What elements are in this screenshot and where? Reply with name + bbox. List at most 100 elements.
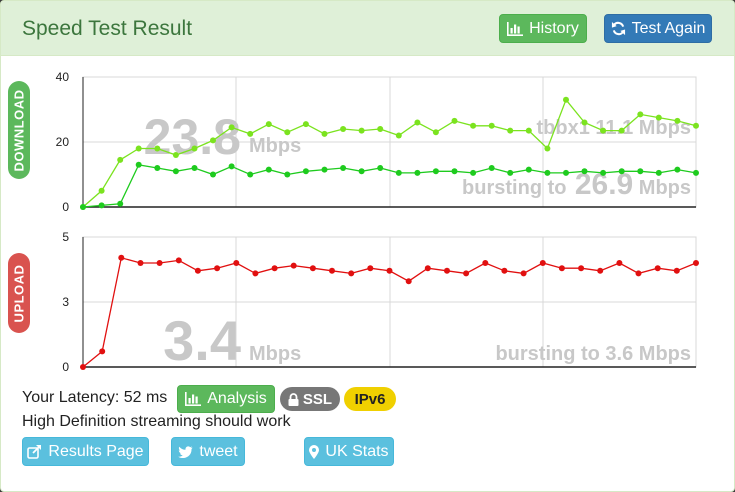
download-series-0-point [488,122,495,129]
download-series-1-point [581,168,588,175]
upload-ytick-bottom: 0 [62,360,69,374]
streaming-text: High Definition streaming should work [22,413,291,430]
history-button[interactable]: History [499,14,587,43]
upload-series-0-point [271,265,278,272]
download-series-0-point [507,127,514,134]
refresh-icon [611,21,625,36]
download-series-1-point [470,169,477,176]
download-series-1-point [284,171,291,178]
latency-text: Your Latency: 52 ms [22,389,168,406]
download-series-0-point [581,119,588,126]
upload-series-0-point [635,270,642,277]
results-page-label: Results Page [48,442,144,460]
download-series-0-point [98,187,105,194]
upload-series-0-point [501,267,508,274]
download-series-1-point [395,169,402,176]
upload-label: UPLOAD [8,253,30,333]
history-label: History [529,19,579,37]
results-page-button[interactable]: Results Page [22,437,149,466]
upload-series-0-point [463,270,470,277]
test-again-button[interactable]: Test Again [604,14,712,43]
ipv6-label: IPv6 [354,390,386,408]
download-series-1-point [135,161,142,168]
upload-series-0-point [137,260,144,266]
lock-icon [288,392,299,406]
download-series-0-point [228,124,235,131]
analysis-label: Analysis [207,390,267,407]
download-series-1-point [98,202,105,209]
download-series-0-point [544,145,551,152]
upload-bursting-text: bursting to 3.6 Mbps [495,343,691,365]
twitter-icon [178,445,193,458]
upload-series-0-point [673,267,680,274]
download-series-0-point [117,156,124,163]
download-series-1-line [82,164,697,208]
download-series-0-point [210,137,216,144]
speed-chart: 40 20 0 23.8 Mbps tbbx1 11.1 Mbps bursti… [56,70,699,374]
download-series-0-point [340,126,347,132]
download-series-1-point [655,169,662,176]
download-series-0-point [135,145,142,152]
upload-series-0-point [539,260,546,266]
download-series-0-point [154,145,161,152]
ssl-badge: SSL [280,387,340,411]
download-series-1-point [432,168,439,175]
upload-series-0-point [348,270,355,277]
download-series-1-point [80,204,86,210]
upload-series-0-point [156,260,163,266]
upload-chart-grid [82,236,697,368]
download-series-0-point [525,127,532,134]
download-series-1-point [210,171,216,178]
tweet-button[interactable]: tweet [171,437,245,466]
download-chart-grid [82,76,697,208]
download-series-1-point [340,165,347,171]
upload-series-0-point [424,265,431,272]
download-series-1-point [563,169,569,176]
download-series-1-point [321,166,328,173]
download-series-1-point [637,168,644,175]
page-title: Speed Test Result [22,17,193,40]
download-series-1-point [172,168,179,175]
download-series-1-point [544,169,551,176]
download-speed-unit: Mbps [249,135,301,157]
download-series-0-point [674,117,681,124]
test-again-label: Test Again [631,19,706,37]
download-series-1-point [191,165,198,171]
download-provider-text: tbbx1 11.1 Mbps [537,117,692,139]
panel-heading: Speed Test Result History Test Again [1,1,734,56]
upload-series-0-point [329,267,335,274]
upload-series-0-point [386,267,393,274]
download-series-0-point [470,122,477,129]
download-ytick-bottom: 0 [62,200,69,214]
download-series-0-point [600,127,607,134]
download-series-1-point [228,163,235,170]
upload-series-0-point [405,278,412,285]
analysis-button[interactable]: Analysis [177,385,275,413]
upload-ytick-top: 5 [62,230,69,244]
download-series-1-point [247,171,254,178]
download-series-0-point [637,111,644,118]
download-series-1-point [358,168,365,175]
download-series-1-point [451,168,458,175]
download-series-0-point [563,96,569,103]
bar-chart-icon [507,21,524,36]
download-series-0-point [395,132,402,139]
upload-series-0-point [520,270,527,277]
upload-series-0-point [214,265,221,272]
download-series-0-point [377,126,384,132]
ssl-label: SSL [302,390,333,408]
upload-series-0-point [597,267,604,274]
upload-series-0-point [118,254,125,261]
upload-series-0-point [233,260,240,266]
upload-series-0-point [444,267,450,274]
upload-series-0-point [290,262,297,269]
ipv6-badge: IPv6 [344,387,396,411]
upload-series-0-point [693,260,699,266]
download-series-0-point [321,130,328,137]
download-series-1-point [600,169,607,176]
download-series-1-point [154,165,161,171]
download-series-0-point [655,114,662,121]
upload-series-0-point [367,265,374,272]
uk-stats-button[interactable]: UK Stats [304,437,394,466]
upload-series-0-point [482,260,489,266]
